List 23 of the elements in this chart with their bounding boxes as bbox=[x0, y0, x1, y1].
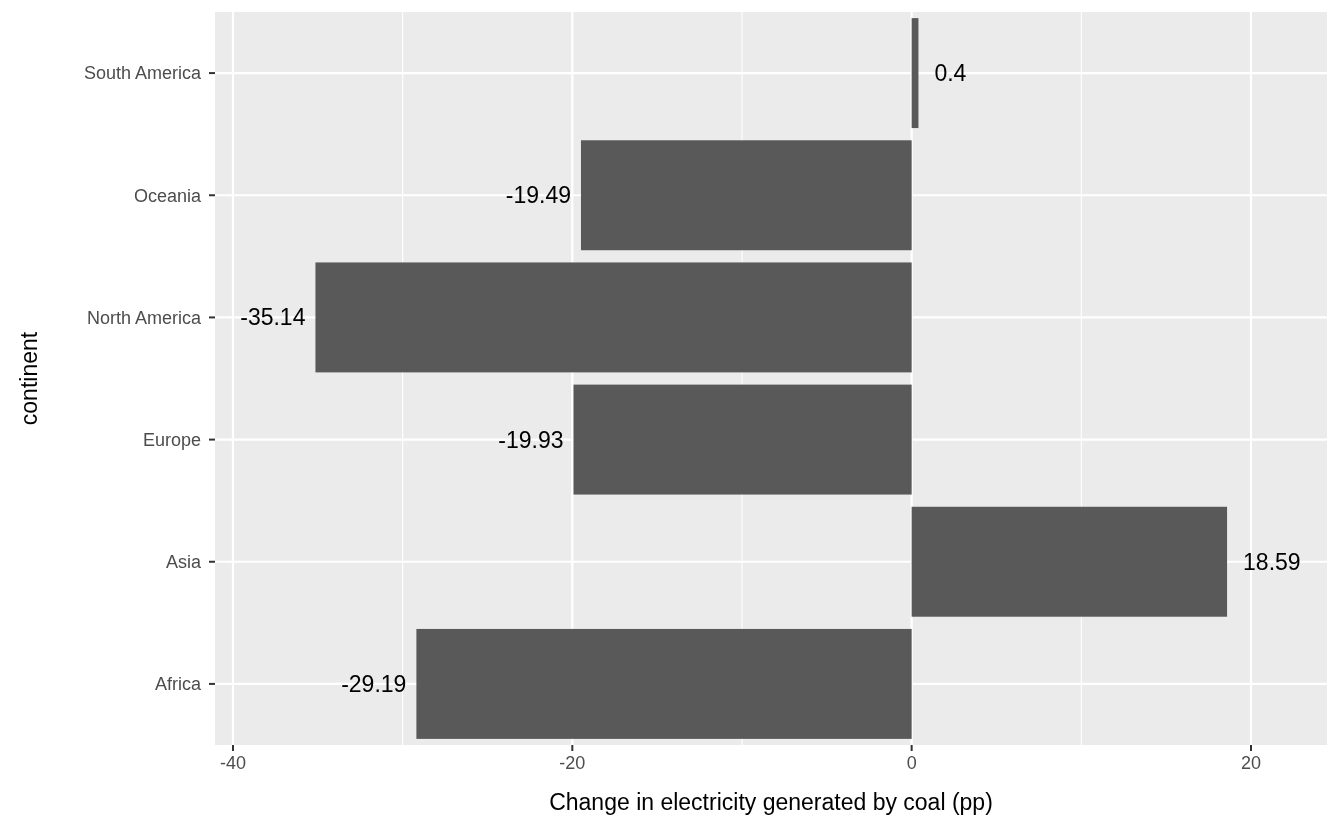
y-tick-label: Asia bbox=[165, 552, 202, 573]
x-tick-label: -40 bbox=[219, 753, 246, 773]
data-label: -19.49 bbox=[505, 182, 571, 209]
x-axis-title: Change in electricity generated by coal (pp) bbox=[549, 789, 993, 815]
x-tick-label: 0 bbox=[906, 753, 917, 773]
bar bbox=[911, 506, 1228, 617]
data-label: 18.59 bbox=[1243, 548, 1301, 575]
y-axis-title: continent bbox=[16, 331, 42, 426]
y-tick-label: Africa bbox=[154, 674, 202, 695]
bar bbox=[580, 140, 912, 251]
y-tick-label: Oceania bbox=[133, 185, 202, 206]
bar bbox=[416, 628, 912, 739]
bar bbox=[315, 262, 912, 373]
bar bbox=[573, 384, 912, 495]
y-tick-label: North America bbox=[86, 307, 202, 328]
data-label: -35.14 bbox=[240, 304, 306, 331]
data-label: -29.19 bbox=[341, 670, 407, 697]
y-tick-label: South America bbox=[83, 63, 202, 84]
x-tick-label: 20 bbox=[1240, 753, 1261, 773]
data-label: 0.4 bbox=[934, 60, 967, 87]
x-tick-label: -20 bbox=[559, 753, 586, 773]
y-tick-label: Europe bbox=[142, 429, 201, 450]
data-label: -19.93 bbox=[498, 426, 564, 453]
